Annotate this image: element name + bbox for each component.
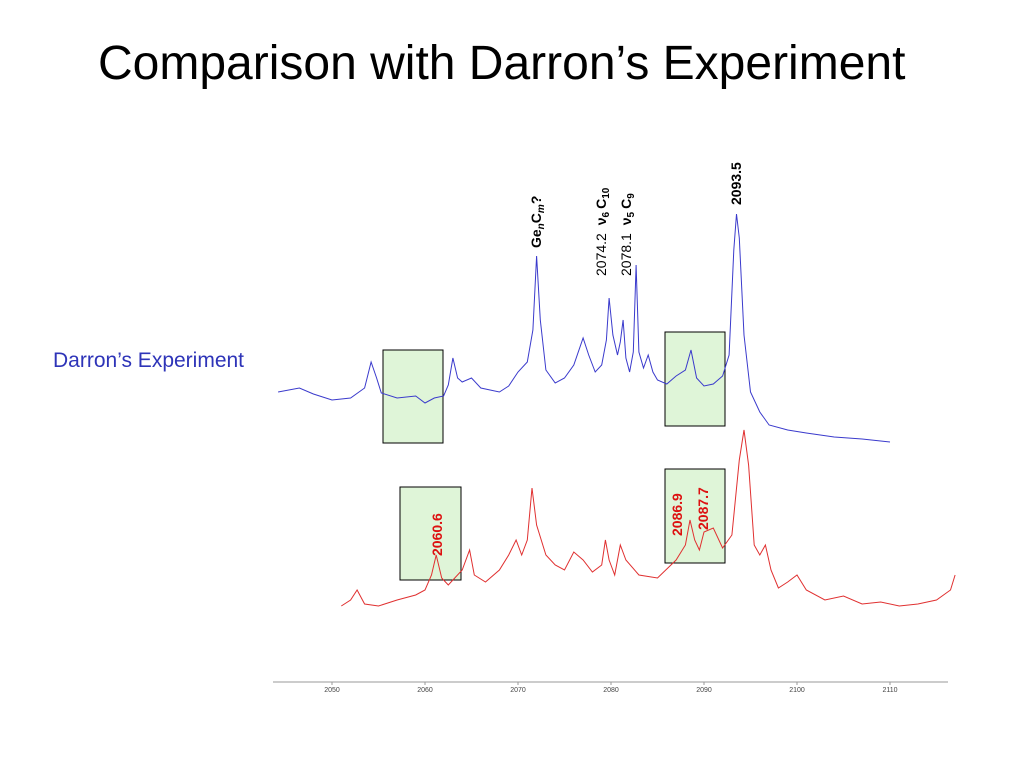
x-tick-label: 2100 <box>789 687 805 694</box>
label-2086-9: 2086.9 <box>669 493 685 536</box>
highlight-box-4 <box>664 468 726 564</box>
x-tick-label: 2080 <box>603 687 619 694</box>
x-tick-label: 2060 <box>417 687 433 694</box>
label-gencm: GenCm? <box>528 196 547 248</box>
slide-title: Comparison with Darron’s Experiment <box>98 37 906 90</box>
label-2078-1-nu5-c9: 2078.1 ν5C9 <box>618 193 637 276</box>
x-tick-label: 2110 <box>882 687 897 694</box>
highlight-box-2 <box>664 331 726 427</box>
label-2093-5: 2093.5 <box>728 162 744 205</box>
x-tick-label: 2070 <box>510 687 526 694</box>
darron-trace <box>278 213 891 443</box>
x-tick-label: 2090 <box>696 687 712 694</box>
darron-experiment-label: Darron’s Experiment <box>53 349 245 372</box>
x-tick-label: 2050 <box>324 687 340 694</box>
label-2087-7: 2087.7 <box>695 487 711 530</box>
red-trace <box>341 429 956 607</box>
label-2060-6: 2060.6 <box>429 513 445 556</box>
highlight-box-3 <box>399 486 462 581</box>
label-2074-2-nu6-c10: 2074.2 ν6C10 <box>593 187 612 276</box>
